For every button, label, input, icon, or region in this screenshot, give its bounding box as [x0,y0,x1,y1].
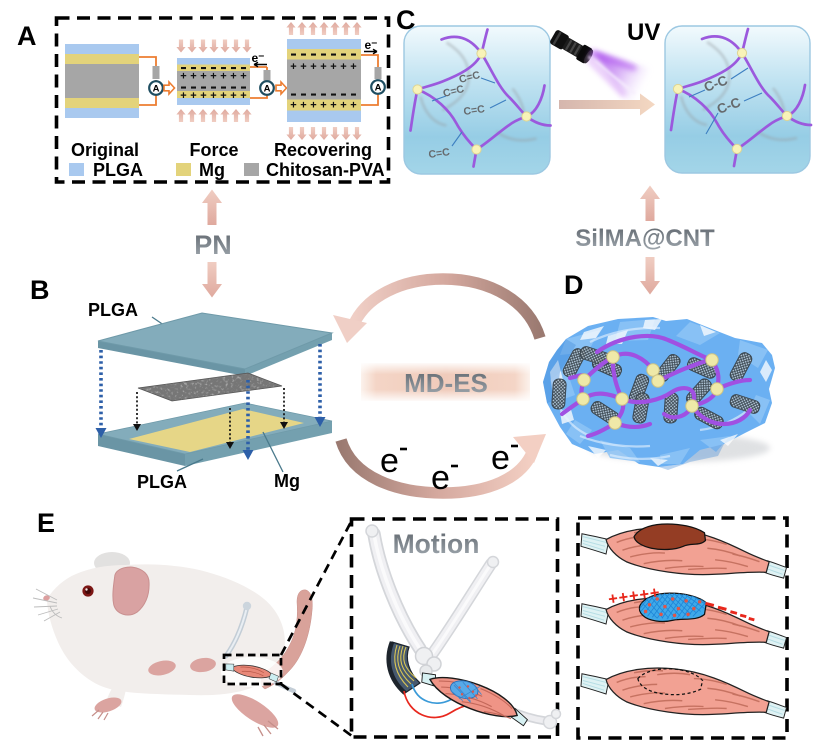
svg-text:+: + [290,100,296,112]
svg-text:+: + [240,71,246,83]
svg-text:Mg: Mg [199,160,225,180]
svg-text:+: + [180,90,186,102]
svg-text:+: + [220,71,226,83]
svg-text:+: + [330,100,336,112]
svg-text:PLGA: PLGA [88,300,138,320]
svg-text:e: e [380,442,399,480]
svg-text:+: + [200,71,206,83]
svg-text:e: e [431,459,450,497]
svg-text:E: E [37,508,55,538]
svg-text:SilMA@CNT: SilMA@CNT [575,225,715,252]
svg-text:+: + [200,90,206,102]
svg-text:e: e [491,439,510,477]
svg-text:+: + [340,61,346,73]
svg-text:+: + [180,71,186,83]
svg-text:e⁻: e⁻ [251,51,264,65]
svg-text:C=C: C=C [428,146,451,161]
svg-text:+: + [350,61,356,73]
svg-text:+: + [300,100,306,112]
svg-text:+: + [290,61,296,73]
svg-text:MD-ES: MD-ES [404,368,488,398]
svg-text:Recovering: Recovering [274,140,372,160]
svg-text:UV: UV [627,19,660,46]
svg-text:PLGA: PLGA [137,472,187,492]
svg-text:PLGA: PLGA [93,160,143,180]
svg-text:A: A [153,84,160,95]
svg-text:+: + [210,71,216,83]
svg-text:+: + [190,71,196,83]
svg-text:C: C [396,5,416,35]
svg-text:+: + [230,90,236,102]
svg-text:+: + [240,90,246,102]
svg-text:C=C: C=C [442,83,466,100]
svg-text:B: B [30,275,50,305]
svg-text:Motion: Motion [393,529,480,559]
svg-text:PN: PN [194,230,232,260]
svg-text:+: + [320,61,326,73]
svg-text:A: A [264,84,271,95]
svg-text:C=C: C=C [463,103,486,118]
svg-text:+: + [300,61,306,73]
svg-text:+: + [210,90,216,102]
svg-text:C=C: C=C [458,69,482,86]
svg-text:+: + [330,61,336,73]
svg-text:A: A [375,83,382,94]
svg-text:D: D [564,270,584,300]
svg-text:Force: Force [189,140,238,160]
svg-text:Original: Original [71,140,139,160]
svg-text:+: + [320,100,326,112]
svg-text:+: + [350,100,356,112]
svg-text:Chitosan-PVA: Chitosan-PVA [266,160,385,180]
svg-text:Mg: Mg [274,471,300,491]
svg-text:+: + [230,71,236,83]
svg-text:A: A [17,21,37,51]
svg-text:+: + [220,90,226,102]
svg-text:+: + [310,61,316,73]
svg-text:+: + [190,90,196,102]
svg-text:+: + [340,100,346,112]
svg-text:e⁻: e⁻ [364,38,377,52]
svg-text:+: + [310,100,316,112]
